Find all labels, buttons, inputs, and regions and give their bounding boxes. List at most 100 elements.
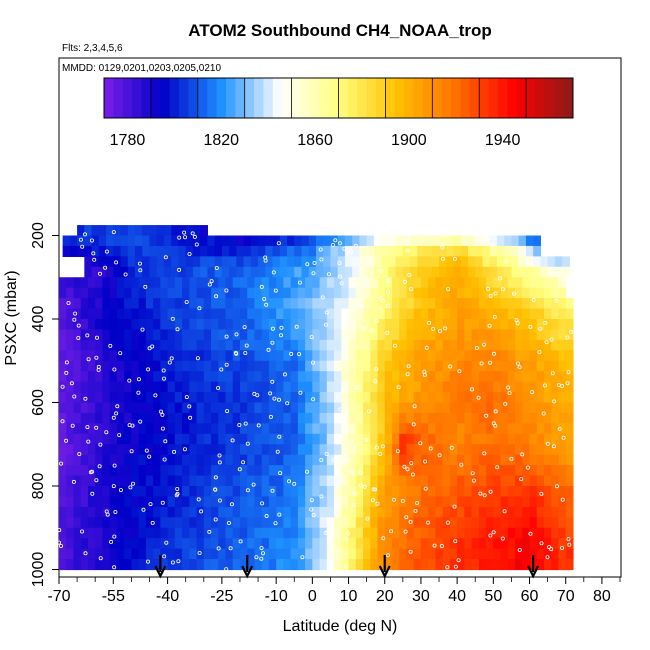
heatmap-cell [160, 412, 169, 424]
heatmap-cell [355, 496, 364, 508]
heatmap-cell [428, 350, 437, 362]
heatmap-cell [540, 256, 549, 268]
heatmap-cell [363, 402, 371, 414]
heatmap-cell [543, 433, 552, 445]
heatmap-cell [232, 277, 241, 289]
heatmap-cell [218, 329, 227, 341]
heatmap-cell [500, 423, 509, 435]
heatmap-cell [471, 277, 480, 289]
heatmap-cell [522, 350, 531, 362]
heatmap-cell [171, 256, 180, 268]
heatmap-cell [305, 381, 313, 393]
sample-point [498, 276, 503, 281]
heatmap-cell [124, 475, 132, 487]
heatmap-cell [239, 371, 248, 383]
heatmap-cell [153, 423, 161, 435]
heatmap-cell [160, 527, 169, 539]
heatmap-cell [153, 465, 161, 477]
sample-point [400, 498, 405, 503]
heatmap-cell [486, 548, 494, 560]
heatmap-cell [182, 381, 190, 393]
heatmap-cell [268, 402, 277, 414]
heatmap-cell [551, 506, 560, 518]
heatmap-cell [185, 256, 194, 268]
heatmap-cell [431, 266, 440, 278]
heatmap-cell [225, 339, 234, 351]
heatmap-cell [200, 266, 208, 278]
heatmap-cell [189, 319, 198, 331]
heatmap-cell [265, 266, 274, 278]
heatmap-cell [276, 287, 284, 299]
heatmap-cell [203, 371, 212, 383]
heatmap-cell [395, 256, 404, 268]
heatmap-cell [265, 235, 274, 247]
heatmap-cell [218, 412, 227, 424]
heatmap-cell [229, 256, 237, 268]
colorbar-tick-label: 1900 [391, 132, 427, 149]
heatmap-cell [149, 266, 158, 278]
heatmap-cell [254, 329, 263, 341]
heatmap-cell [196, 465, 205, 477]
heatmap-cell [174, 371, 183, 383]
heatmap-cell [529, 486, 538, 498]
heatmap-cell [460, 266, 469, 278]
heatmap-cell [453, 266, 462, 278]
sample-point [312, 260, 317, 265]
heatmap-cell [381, 245, 389, 257]
sample-point [83, 232, 88, 237]
heatmap-cell [384, 559, 393, 571]
heatmap-cell [80, 329, 89, 341]
sample-point [381, 536, 386, 541]
heatmap-cell [355, 517, 364, 529]
heatmap-cell [348, 371, 357, 383]
heatmap-cell [449, 433, 458, 445]
heatmap-cell [420, 308, 429, 320]
heatmap-cell [355, 339, 364, 351]
heatmap-cell [522, 496, 531, 508]
heatmap-cell [261, 444, 270, 456]
heatmap-cell [254, 339, 263, 351]
heatmap-cell [493, 444, 502, 456]
heatmap-cell [189, 486, 198, 498]
heatmap-cell [297, 548, 306, 560]
heatmap-cell [247, 412, 256, 424]
heatmap-cell [529, 444, 538, 456]
heatmap-cell [95, 298, 104, 310]
sample-point [226, 521, 231, 526]
colorbar-swatch [254, 78, 264, 118]
heatmap-cell [127, 245, 136, 257]
heatmap-cell [211, 538, 219, 550]
heatmap-cell [153, 412, 161, 424]
sample-point [503, 401, 508, 406]
sample-point [192, 234, 197, 239]
heatmap-cell [551, 392, 560, 404]
heatmap-cell [442, 433, 451, 445]
heatmap-cell [102, 381, 111, 393]
heatmap-cell [218, 548, 227, 560]
heatmap-cell [254, 392, 263, 404]
heatmap-cell [355, 506, 364, 518]
heatmap-cell [145, 402, 154, 414]
heatmap-cell [218, 350, 227, 362]
sample-point [85, 425, 90, 430]
heatmap-cell [95, 371, 104, 383]
heatmap-cell [211, 308, 219, 320]
heatmap-cell [330, 266, 339, 278]
heatmap-cell [138, 339, 147, 351]
heatmap-cell [399, 423, 408, 435]
heatmap-cell [247, 486, 256, 498]
sample-point [167, 360, 172, 365]
heatmap-cell [457, 444, 465, 456]
heatmap-cell [511, 235, 520, 247]
heatmap-cell [59, 486, 67, 498]
heatmap-cell [500, 433, 509, 445]
heatmap-cell [315, 256, 324, 268]
heatmap-cell [305, 548, 313, 560]
heatmap-cell [258, 245, 266, 257]
heatmap-cell [326, 298, 335, 310]
heatmap-cell [297, 433, 306, 445]
heatmap-cell [287, 266, 295, 278]
heatmap-cell [420, 444, 429, 456]
heatmap-cell [59, 308, 67, 320]
heatmap-cell [160, 444, 169, 456]
